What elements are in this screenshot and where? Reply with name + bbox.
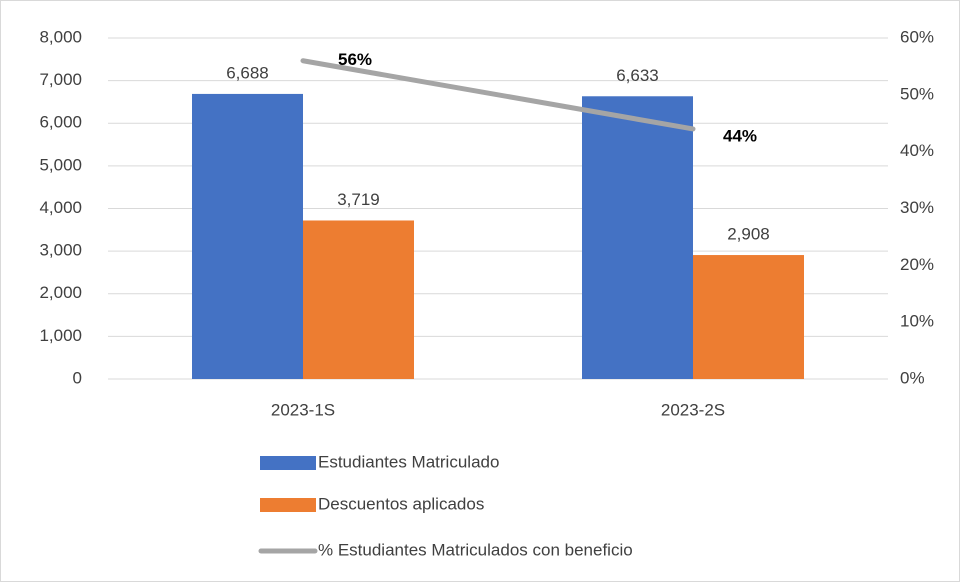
legend-swatch [260,456,316,470]
y2-tick-label: 60% [900,27,934,46]
y-tick-label: 2,000 [39,283,82,302]
y-tick-label: 0 [73,368,82,387]
bar-value-label: 6,633 [616,66,659,85]
bar-value-label: 3,719 [337,190,380,209]
y-tick-label: 5,000 [39,155,82,174]
line-value-label: 56% [338,50,372,69]
y2-tick-label: 30% [900,198,934,217]
y2-tick-label: 20% [900,255,934,274]
y-tick-label: 4,000 [39,198,82,217]
y2-tick-label: 0% [900,368,925,387]
y-tick-label: 1,000 [39,326,82,345]
line-series [300,58,696,132]
x-tick-label: 2023-1S [271,400,335,419]
y-tick-label: 8,000 [39,27,82,46]
y2-tick-label: 40% [900,141,934,160]
line-value-label: 44% [723,126,757,145]
bar [582,96,693,379]
y-tick-label: 7,000 [39,70,82,89]
bar [693,255,804,379]
legend-label: % Estudiantes Matriculados con beneficio [318,540,633,559]
bar [303,220,414,379]
bar-value-label: 6,688 [226,63,269,82]
y2-tick-label: 10% [900,312,934,331]
y-tick-label: 3,000 [39,241,82,260]
legend-swatch [260,498,316,512]
bar [192,93,303,379]
y2-tick-label: 50% [900,84,934,103]
y-tick-label: 6,000 [39,113,82,132]
legend-label: Descuentos aplicados [318,494,484,513]
x-tick-label: 2023-2S [661,400,725,419]
bar-value-label: 2,908 [727,225,770,244]
legend-label: Estudiantes Matriculado [318,452,499,471]
